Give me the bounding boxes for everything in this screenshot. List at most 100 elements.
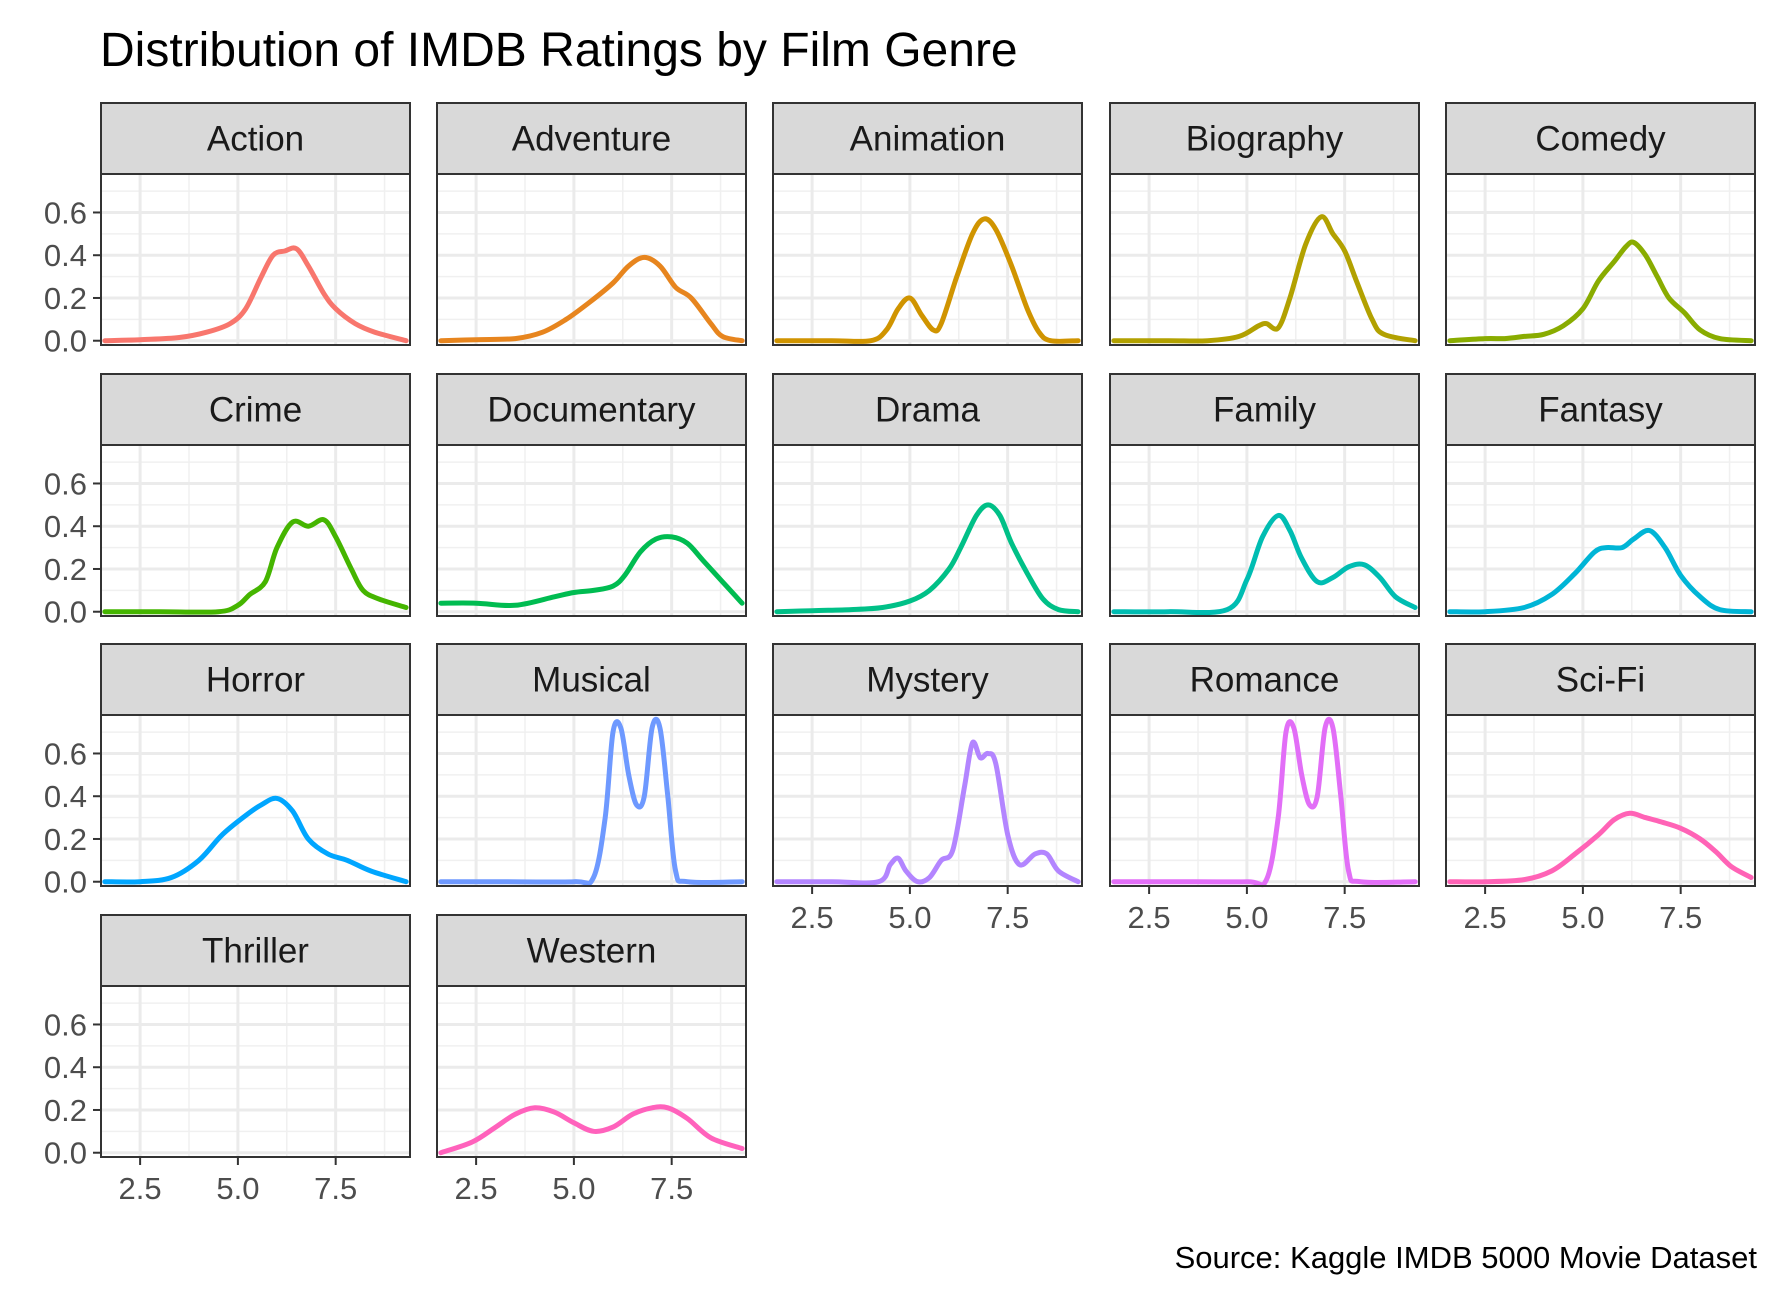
facet-strip	[436, 102, 747, 175]
facet-family: Family	[1109, 373, 1420, 617]
x-tick-label: 7.5	[986, 900, 1029, 935]
x-tick-label: 7.5	[314, 1171, 357, 1206]
panel-border	[436, 173, 747, 346]
density-curve-sci-fi	[1447, 810, 1754, 885]
facet-label: Sci-Fi	[1556, 661, 1645, 700]
facet-thriller: Thriller	[100, 914, 411, 1158]
facet-animation: Animation	[772, 102, 1083, 346]
y-axes: 0.0 0.2 0.4 0.6 0.0 0.2 0.4 0.6 0.0 0.2 0.4 0.6 0.0 0…	[44, 195, 101, 1171]
panel-border	[100, 444, 411, 617]
facet-strip	[1445, 102, 1756, 175]
facet-label: Biography	[1186, 120, 1344, 159]
y-tick-label: 0.2	[44, 281, 87, 316]
x-tick-label: 5.0	[1561, 900, 1604, 935]
y-tick-label: 0.2	[44, 1093, 87, 1128]
plot-background	[437, 715, 746, 886]
panel-border	[1445, 173, 1756, 346]
facet-documentary: Documentary	[436, 373, 747, 617]
y-tick-label: 0.6	[44, 466, 87, 501]
facet-label: Animation	[850, 120, 1006, 159]
panel-border	[1445, 714, 1756, 887]
facet-label: Comedy	[1535, 120, 1666, 159]
facet-fantasy: Fantasy	[1445, 373, 1756, 617]
x-tick-label: 5.0	[888, 900, 931, 935]
plot-background	[1446, 445, 1755, 616]
x-tick-label: 2.5	[1128, 900, 1171, 935]
panel-border	[772, 714, 1083, 887]
plot-background	[1110, 174, 1419, 345]
x-tick-label: 2.5	[119, 1171, 162, 1206]
plot-background	[437, 445, 746, 616]
facet-strip	[1109, 102, 1420, 175]
density-curve-romance	[1111, 716, 1418, 888]
density-curve-family	[1111, 512, 1418, 616]
y-tick-label: 0.4	[44, 779, 87, 814]
plot-background	[1446, 715, 1755, 886]
y-tick-label: 0.2	[44, 552, 87, 587]
facet-panels: Action Adventure Animation Biography Comedy C…	[100, 102, 1756, 1158]
y-tick-label: 0.4	[44, 1050, 87, 1085]
panel-border	[100, 985, 411, 1158]
facet-label: Horror	[206, 661, 306, 700]
facet-strip	[100, 914, 411, 987]
panel-border	[1109, 444, 1420, 617]
y-tick-label: 0.6	[44, 195, 87, 230]
x-axes: 2.5 5.0 7.5 2.5 5.0 7.5 2.5 5.0 7.5 2.5 5.0 7.5 2.5 5…	[119, 886, 1702, 1206]
x-tick-label: 5.0	[552, 1171, 595, 1206]
facet-strip	[1109, 643, 1420, 716]
plot-background	[1110, 715, 1419, 886]
density-curve-mystery	[774, 739, 1081, 886]
facet-strip	[1109, 373, 1420, 446]
facet-romance: Romance	[1109, 643, 1420, 888]
plot-background	[1446, 174, 1755, 345]
facet-label: Drama	[875, 391, 981, 430]
facet-strip	[772, 102, 1083, 175]
facet-crime: Crime	[100, 373, 411, 617]
facet-label: Action	[207, 120, 304, 159]
panel-border	[436, 985, 747, 1158]
panel-border	[1109, 714, 1420, 887]
density-curve-fantasy	[1447, 527, 1754, 615]
facet-musical: Musical	[436, 643, 747, 887]
chart-caption: Source: Kaggle IMDB 5000 Movie Dataset	[1175, 1240, 1758, 1275]
panel-border	[772, 173, 1083, 346]
x-tick-label: 2.5	[1464, 900, 1507, 935]
y-tick-label: 0.0	[44, 865, 87, 900]
panel-border	[100, 173, 411, 346]
x-tick-label: 2.5	[791, 900, 834, 935]
x-tick-label: 7.5	[1659, 900, 1702, 935]
facet-drama: Drama	[772, 373, 1083, 617]
facet-adventure: Adventure	[436, 102, 747, 346]
facet-biography: Biography	[1109, 102, 1420, 346]
facet-label: Documentary	[487, 391, 696, 430]
facet-label: Romance	[1190, 661, 1340, 700]
density-curve-action	[102, 245, 409, 344]
density-curve-biography	[1111, 214, 1418, 344]
y-tick-label: 0.4	[44, 509, 87, 544]
facet-label: Western	[527, 932, 657, 971]
facet-label: Crime	[209, 391, 302, 430]
density-curve-comedy	[1447, 239, 1754, 344]
facet-horror: Horror	[100, 643, 411, 887]
y-tick-label: 0.0	[44, 1136, 87, 1171]
facet-label: Fantasy	[1538, 391, 1663, 430]
plot-background	[101, 715, 410, 886]
plot-background	[101, 174, 410, 345]
facet-label: Thriller	[202, 932, 309, 971]
plot-background	[773, 445, 1082, 616]
x-tick-label: 2.5	[455, 1171, 498, 1206]
facet-strip	[772, 643, 1083, 716]
density-curve-western	[438, 1104, 745, 1156]
chart-title: Distribution of IMDB Ratings by Film Gen…	[100, 24, 1018, 77]
panel-border	[436, 444, 747, 617]
density-curve-documentary	[438, 534, 745, 609]
panel-border	[1445, 444, 1756, 617]
x-tick-label: 5.0	[1225, 900, 1268, 935]
facet-label: Family	[1213, 391, 1317, 430]
y-tick-label: 0.4	[44, 238, 87, 273]
y-tick-label: 0.0	[44, 324, 87, 359]
facet-label: Adventure	[512, 120, 672, 159]
density-curve-horror	[102, 795, 409, 885]
x-tick-label: 7.5	[1323, 900, 1366, 935]
